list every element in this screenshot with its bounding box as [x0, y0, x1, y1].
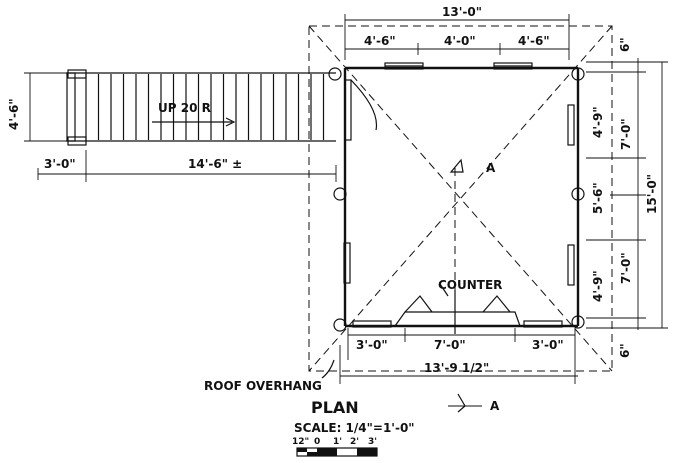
- dim-right-small-top: 6": [618, 37, 632, 52]
- side-post: [333, 187, 347, 201]
- dim-right-half-1: 7'-0": [619, 118, 633, 150]
- door: [344, 79, 352, 141]
- corner-post: [328, 67, 342, 81]
- dim-stair-landing: 3'-0": [44, 157, 76, 171]
- dim-right-seg-2: 5'-6": [591, 182, 605, 214]
- scale-tick-label: 2': [350, 437, 359, 447]
- corner-post: [571, 315, 585, 329]
- dim-bottom-overall: 13'-9 1/2": [424, 361, 489, 375]
- roof-overhang-outline: [308, 25, 613, 372]
- dim-bottom-seg-1: 3'-0": [356, 338, 388, 352]
- scale-tick-label: 1': [333, 437, 342, 447]
- scale-tick-label: 12": [292, 437, 309, 447]
- counter-outline: [394, 311, 521, 327]
- side-post: [571, 187, 585, 201]
- dim-stair-run: 14'-6" ±: [188, 157, 242, 171]
- roof-hip-line: [308, 25, 613, 372]
- stair: [66, 69, 336, 146]
- stair-treads: [85, 74, 325, 140]
- corner-post: [571, 67, 585, 81]
- window-left: [343, 242, 351, 284]
- roof-hip-line: [308, 25, 613, 372]
- scale-tick-label: 3': [368, 437, 377, 447]
- section-mark-top: A: [486, 161, 496, 175]
- dim-top-seg-3: 4'-6": [518, 34, 550, 48]
- dim-right-overall: 15'-0": [645, 174, 659, 214]
- dim-stair-width: 4'-6": [7, 98, 21, 130]
- dim-bottom-seg-3: 3'-0": [532, 338, 564, 352]
- window-right-upper: [567, 104, 575, 146]
- dim-top-seg-2: 4'-0": [444, 34, 476, 48]
- section-mark-bottom: A: [490, 399, 500, 413]
- dim-right-half-2: 7'-0": [619, 252, 633, 284]
- dim-right-seg-3: 4'-9": [591, 270, 605, 302]
- plan-title: PLAN: [311, 398, 359, 417]
- corner-post: [333, 318, 347, 332]
- dim-right-seg-1: 4'-9": [591, 106, 605, 138]
- dim-top-seg-1: 4'-6": [364, 34, 396, 48]
- scale-tick-label: 0: [314, 437, 320, 447]
- door-swing: [350, 79, 378, 131]
- scale-bar: 12" 0 1' 2' 3': [292, 437, 378, 457]
- counter-label: COUNTER: [438, 278, 502, 292]
- roof-overhang-label: ROOF OVERHANG: [204, 379, 322, 393]
- dim-right-small-bottom: 6": [618, 343, 632, 358]
- dim-bottom-seg-2: 7'-0": [434, 338, 466, 352]
- window-bottom-right: [523, 320, 563, 328]
- scale-label: SCALE: 1/4"=1'-0": [294, 421, 415, 435]
- window-right-lower: [567, 244, 575, 286]
- dim-top-overall: 13'-0": [442, 5, 482, 19]
- stair-label: UP 20 R: [158, 101, 211, 115]
- window-bottom-left: [352, 320, 392, 328]
